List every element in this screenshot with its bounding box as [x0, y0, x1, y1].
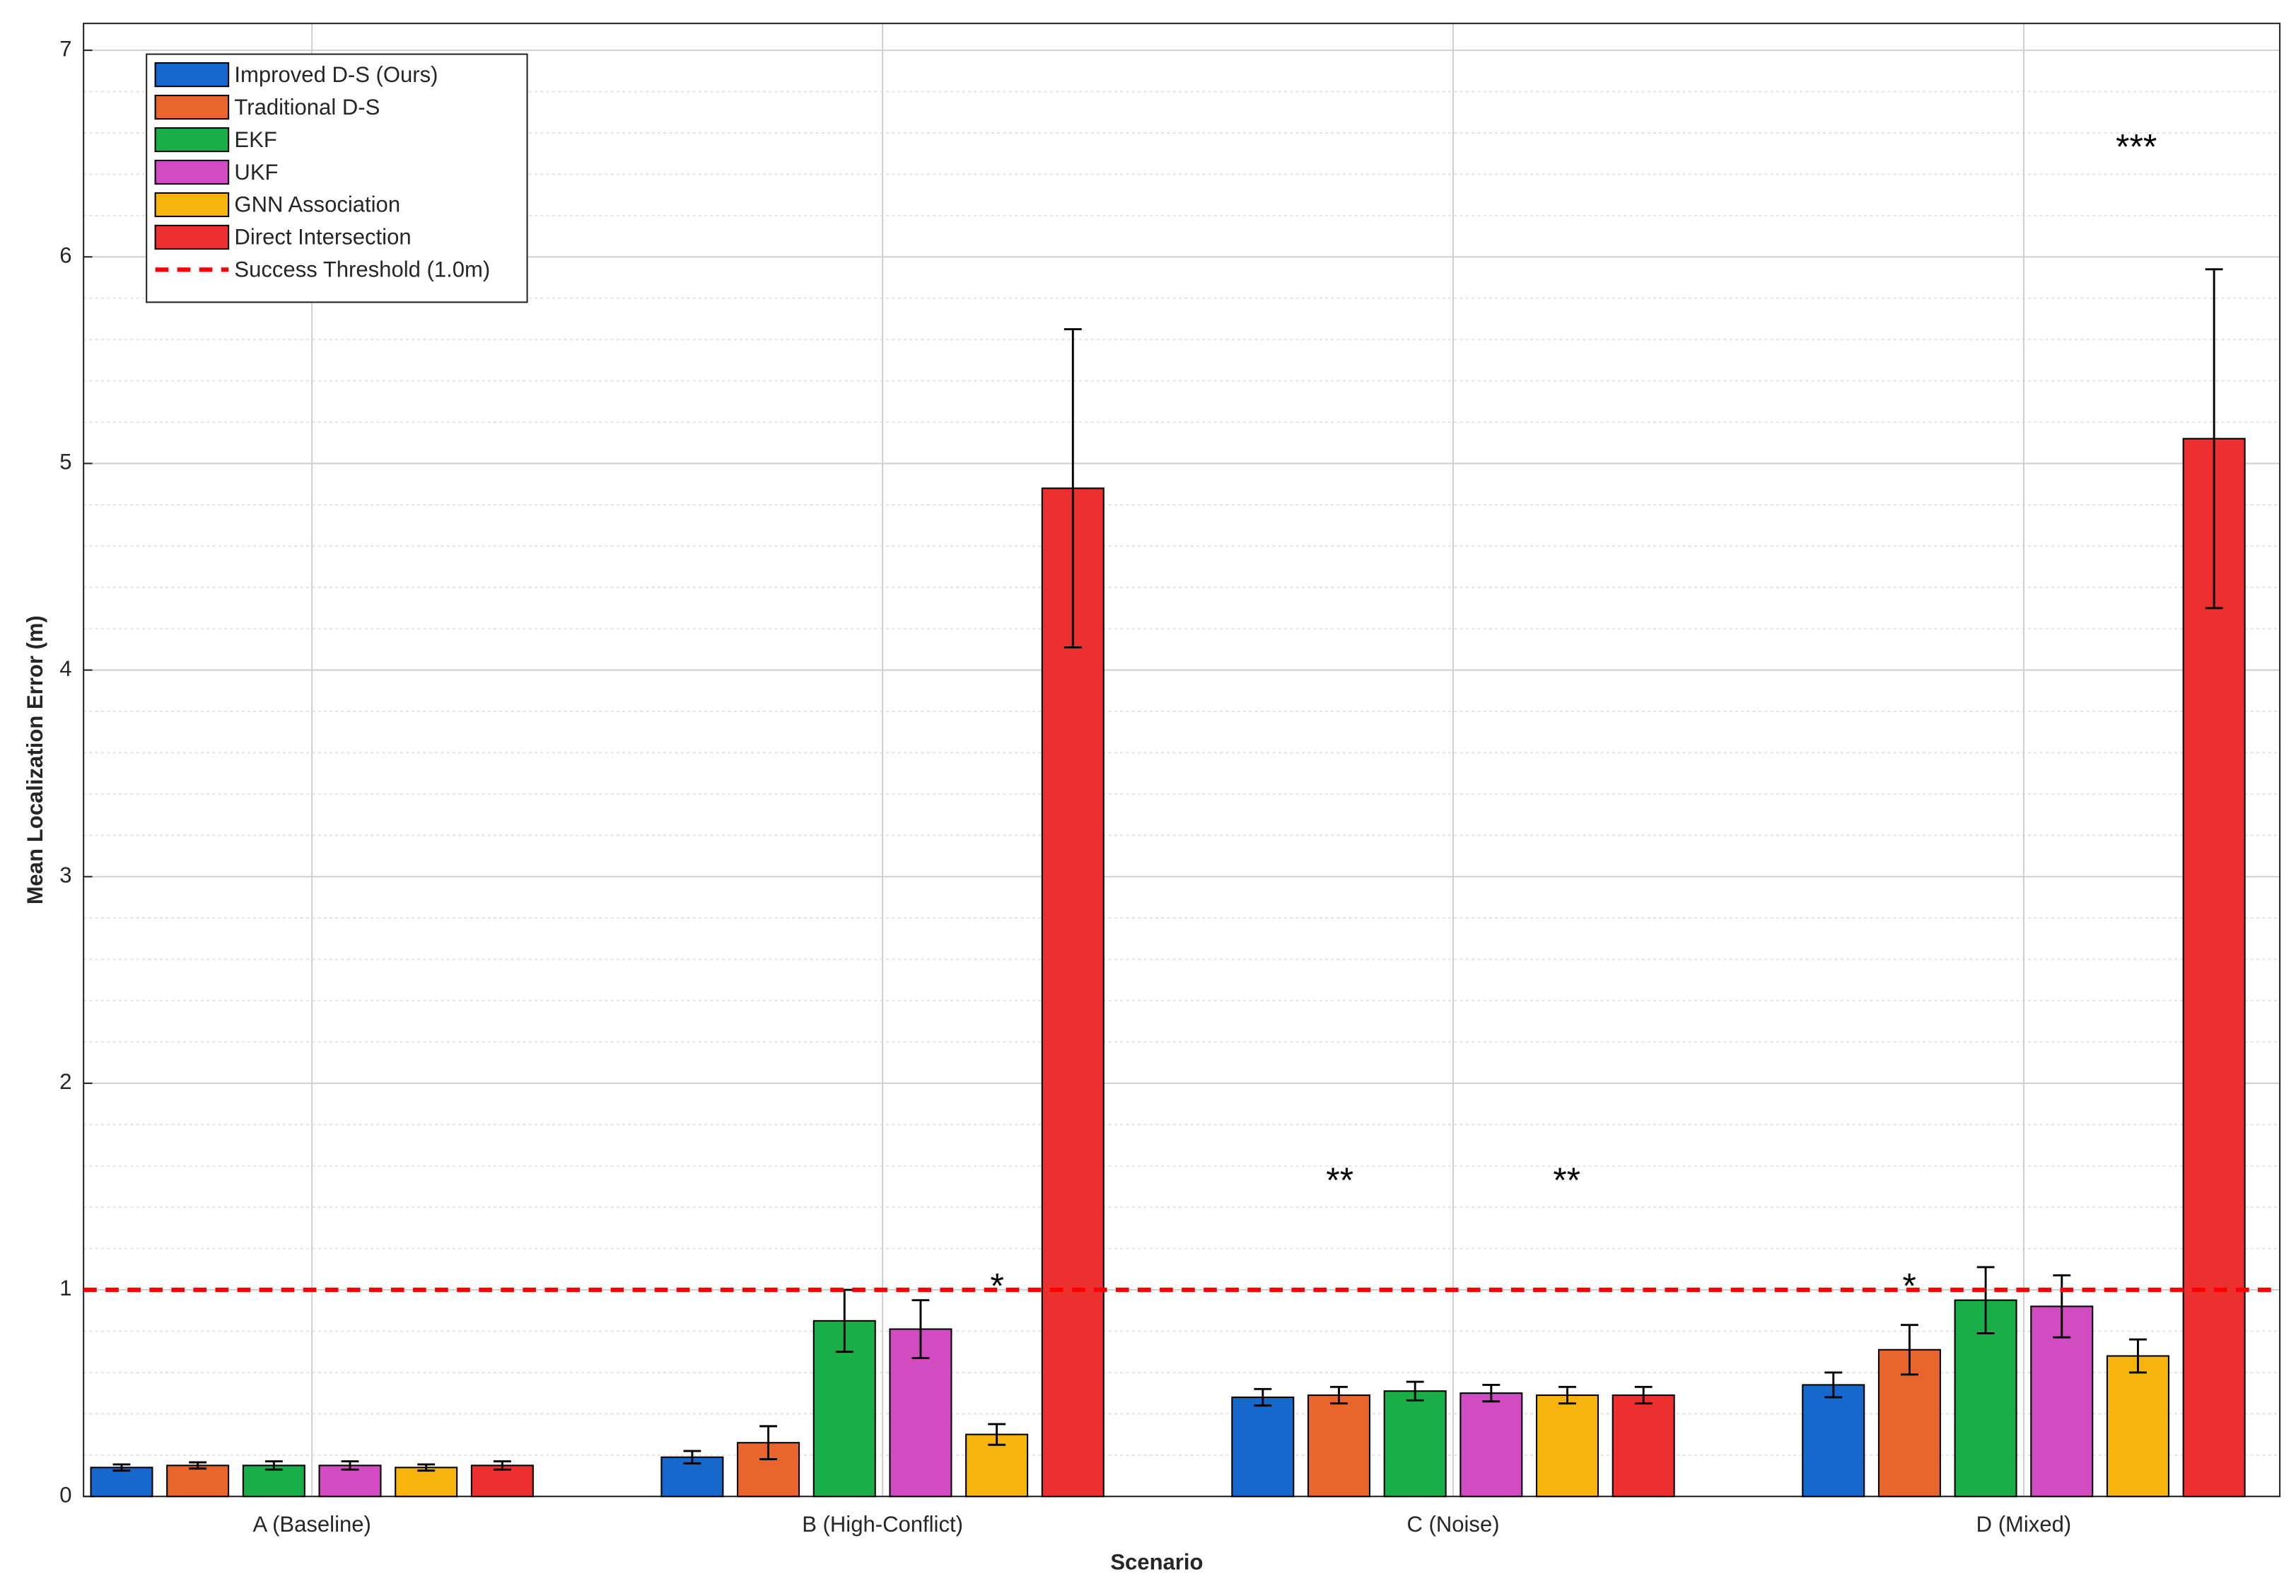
- x-tick-label: A (Baseline): [252, 1512, 371, 1537]
- x-axis-label: Scenario: [1110, 1550, 1203, 1575]
- x-tick-label: B (High-Conflict): [802, 1512, 963, 1537]
- error-bar: [1254, 1387, 1272, 1407]
- error-bar: [1406, 1380, 1424, 1402]
- bar: [395, 1467, 458, 1498]
- error-bar: [1976, 1266, 1995, 1334]
- bar: [1041, 487, 1105, 1498]
- y-tick-label: 7: [59, 36, 71, 61]
- error-bar: [988, 1423, 1006, 1446]
- x-tick-label: D (Mixed): [1976, 1512, 2072, 1537]
- error-bar: [417, 1463, 436, 1472]
- legend-label: GNN Association: [234, 192, 400, 217]
- legend-label: Success Threshold (1.0m): [234, 257, 490, 282]
- significance-annotation: **: [1553, 1160, 1580, 1200]
- x-tick-label: C (Noise): [1406, 1512, 1499, 1537]
- significance-annotation: *: [1903, 1266, 1916, 1305]
- error-bar: [1063, 328, 1082, 648]
- bar: [470, 1464, 534, 1498]
- bar: [1536, 1394, 1599, 1498]
- legend-label: Traditional D-S: [234, 95, 380, 120]
- error-bar: [1634, 1385, 1653, 1405]
- legend-swatch: [154, 94, 230, 120]
- error-bar: [2129, 1338, 2147, 1374]
- legend-swatch: [154, 127, 230, 153]
- error-bar: [112, 1463, 131, 1472]
- legend-label: EKF: [234, 127, 276, 152]
- significance-annotation: **: [1326, 1160, 1353, 1200]
- bar: [1802, 1384, 1865, 1498]
- error-bar: [1901, 1324, 1918, 1376]
- legend-label: Direct Intersection: [234, 225, 411, 250]
- error-bar: [759, 1425, 778, 1461]
- bar: [1231, 1396, 1295, 1498]
- bar: [242, 1464, 305, 1498]
- bar: [1383, 1390, 1447, 1498]
- error-bar: [341, 1460, 359, 1471]
- y-tick-label: 6: [59, 243, 71, 267]
- y-tick-label: 4: [59, 656, 71, 681]
- significance-annotation: ***: [2116, 127, 2157, 166]
- legend-swatch: [154, 159, 230, 185]
- significance-annotation: *: [991, 1266, 1004, 1305]
- error-bar: [683, 1450, 701, 1464]
- y-tick-label: 2: [59, 1069, 71, 1094]
- y-tick-label: 0: [59, 1482, 71, 1507]
- error-bar: [1558, 1385, 1576, 1405]
- y-tick-label: 5: [59, 450, 71, 474]
- bar: [1612, 1394, 1675, 1498]
- error-bar: [189, 1461, 207, 1470]
- bar: [90, 1467, 153, 1498]
- y-axis-label: Mean Localization Error (m): [23, 615, 47, 904]
- legend-label: Improved D-S (Ours): [234, 62, 438, 87]
- legend-swatch: [154, 224, 230, 250]
- error-bar: [493, 1460, 511, 1471]
- bar: [166, 1464, 230, 1498]
- error-bar: [264, 1460, 283, 1471]
- y-tick-label: 1: [59, 1276, 71, 1300]
- legend-swatch: [154, 62, 230, 88]
- error-bar: [2205, 268, 2223, 610]
- y-tick-label: 3: [59, 863, 71, 887]
- legend-swatch: [154, 192, 230, 218]
- bar: [1459, 1392, 1523, 1498]
- axes-box: [83, 23, 2281, 1498]
- bar: [1307, 1394, 1371, 1498]
- bar: [318, 1464, 382, 1498]
- bar: [2106, 1355, 2169, 1498]
- error-bar: [1330, 1385, 1348, 1405]
- error-bar: [2053, 1274, 2071, 1339]
- error-bar: [1824, 1371, 1843, 1399]
- legend-label: UKF: [234, 160, 278, 185]
- bar: [2182, 438, 2246, 1498]
- error-bar: [1482, 1383, 1500, 1403]
- error-bar: [911, 1299, 930, 1359]
